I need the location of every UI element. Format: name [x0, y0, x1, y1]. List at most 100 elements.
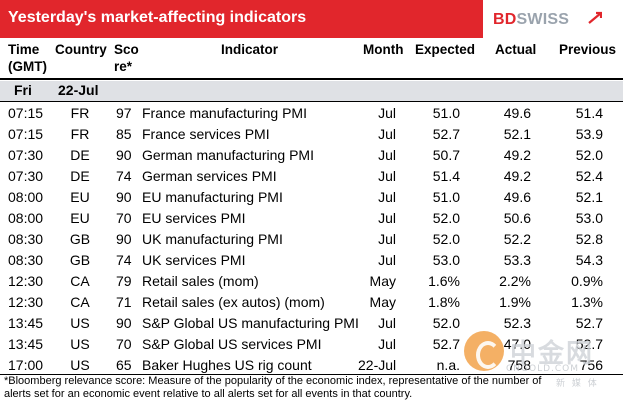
- date-day: Fri: [14, 82, 32, 98]
- cell-expected: 51.0: [432, 105, 460, 121]
- cell-time: 07:30: [8, 147, 44, 163]
- cell-country: US: [70, 336, 90, 352]
- cell-time: 13:45: [8, 336, 44, 352]
- title-bar: Yesterday's market-affecting indicators: [0, 0, 483, 38]
- header-banner: Yesterday's market-affecting indicators …: [0, 0, 623, 38]
- footer-divider: [0, 374, 623, 375]
- watermark-subtext: CNGOLD.COM: [506, 364, 580, 374]
- cell-actual: 52.2: [503, 231, 531, 247]
- col-score: Sco re*: [114, 42, 139, 74]
- cell-actual: 758: [507, 357, 531, 373]
- cell-country: CA: [70, 273, 90, 289]
- cell-previous: 52.7: [575, 336, 603, 352]
- table-row: 08:30 GB 90 UK manufacturing PMI Jul 52.0 52.2…: [0, 229, 623, 250]
- cell-expected: 1.8%: [428, 294, 460, 310]
- table-row: 17:00 US 65 Baker Hughes US rig count 22-Jul…: [0, 355, 623, 376]
- cell-expected: 1.6%: [428, 273, 460, 289]
- cell-expected: 50.7: [432, 147, 460, 163]
- cell-country: CA: [70, 294, 90, 310]
- cell-time: 13:45: [8, 315, 44, 331]
- col-time: Time (GMT): [8, 42, 47, 74]
- cell-month: Jul: [378, 210, 396, 226]
- cell-indicator: France manufacturing PMI: [142, 105, 307, 121]
- watermark-subtext-2: 新 媒 体: [556, 379, 599, 389]
- cell-score: 79: [116, 273, 132, 289]
- cell-month: Jul: [378, 315, 396, 331]
- cell-country: EU: [70, 189, 90, 205]
- cell-country: DE: [70, 168, 90, 184]
- cell-score: 97: [116, 105, 132, 121]
- logo-swoosh-icon: [588, 11, 602, 24]
- cell-score: 70: [116, 336, 132, 352]
- cell-previous: 53.0: [575, 210, 603, 226]
- cell-time: 07:15: [8, 105, 44, 121]
- date-divider: [0, 101, 623, 102]
- cell-score: 74: [116, 252, 132, 268]
- cell-score: 65: [116, 357, 132, 373]
- cell-country: GB: [69, 231, 91, 247]
- cell-time: 08:00: [8, 189, 44, 205]
- watermark-text: 中金网: [510, 339, 595, 369]
- cell-month: Jul: [378, 126, 396, 142]
- table-row: 12:30 CA 71 Retail sales (ex autos) (mom) Ma…: [0, 292, 623, 313]
- cell-country: GB: [69, 252, 91, 268]
- cell-time: 12:30: [8, 294, 44, 310]
- table-row: 13:45 US 70 S&P Global US services PMI Jul 52…: [0, 334, 623, 355]
- cell-country: FR: [70, 105, 90, 121]
- col-previous: Previous: [559, 42, 617, 57]
- cell-previous: 52.4: [575, 168, 603, 184]
- col-expected: Expected: [415, 42, 476, 57]
- cell-month: Jul: [378, 105, 396, 121]
- cell-expected: n.a.: [436, 357, 460, 373]
- cell-actual: 49.2: [503, 147, 531, 163]
- cell-expected: 51.0: [432, 189, 460, 205]
- watermark-coin-mark: [476, 341, 500, 369]
- cell-previous: 52.0: [575, 147, 603, 163]
- cell-previous: 0.9%: [571, 273, 603, 289]
- cell-indicator: Retail sales (mom): [142, 273, 259, 289]
- cell-actual: 49.6: [503, 105, 531, 121]
- cell-previous: 53.9: [575, 126, 603, 142]
- cell-expected: 51.4: [432, 168, 460, 184]
- cell-previous: 52.1: [575, 189, 603, 205]
- cell-expected: 52.0: [432, 210, 460, 226]
- col-indicator: Indicator: [221, 42, 279, 57]
- cell-month: Jul: [378, 189, 396, 205]
- cell-country: EU: [70, 210, 90, 226]
- cell-country: FR: [70, 126, 90, 142]
- cell-actual: 49.6: [503, 189, 531, 205]
- cell-indicator: S&P Global US services PMI: [142, 336, 322, 352]
- cell-indicator: Retail sales (ex autos) (mom): [142, 294, 325, 310]
- cell-previous: 1.3%: [571, 294, 603, 310]
- cell-indicator: UK services PMI: [142, 252, 246, 268]
- cell-score: 90: [116, 231, 132, 247]
- page-title: Yesterday's market-affecting indicators: [8, 9, 307, 26]
- cell-month: Jul: [378, 336, 396, 352]
- cell-expected: 52.7: [432, 336, 460, 352]
- date-value: 22-Jul: [58, 82, 99, 98]
- cell-month: Jul: [378, 147, 396, 163]
- cell-month: Jul: [378, 231, 396, 247]
- table-row: 07:30 DE 90 German manufacturing PMI Jul 50.7…: [0, 145, 623, 166]
- cell-score: 71: [116, 294, 132, 310]
- cell-indicator: EU services PMI: [142, 210, 246, 226]
- table-row: 08:00 EU 90 EU manufacturing PMI Jul 51.0 49.6…: [0, 187, 623, 208]
- cell-indicator: German manufacturing PMI: [142, 147, 314, 163]
- cell-country: DE: [70, 147, 90, 163]
- logo-text: BDSWISS: [493, 11, 570, 28]
- cell-actual: 52.1: [503, 126, 531, 142]
- cell-indicator: UK manufacturing PMI: [142, 231, 283, 247]
- cell-score: 90: [116, 189, 132, 205]
- brand-logo: BDSWISS: [483, 0, 623, 38]
- cell-time: 12:30: [8, 273, 44, 289]
- cell-month: May: [369, 273, 396, 289]
- cell-time: 07:30: [8, 168, 44, 184]
- cell-indicator: EU manufacturing PMI: [142, 189, 283, 205]
- cell-score: 85: [116, 126, 132, 142]
- cell-score: 90: [116, 147, 132, 163]
- cell-month: Jul: [378, 252, 396, 268]
- table-row: 08:00 EU 70 EU services PMI Jul 52.0 50.6 53.0: [0, 208, 623, 229]
- cell-actual: 47.0: [503, 336, 531, 352]
- cell-time: 08:30: [8, 252, 44, 268]
